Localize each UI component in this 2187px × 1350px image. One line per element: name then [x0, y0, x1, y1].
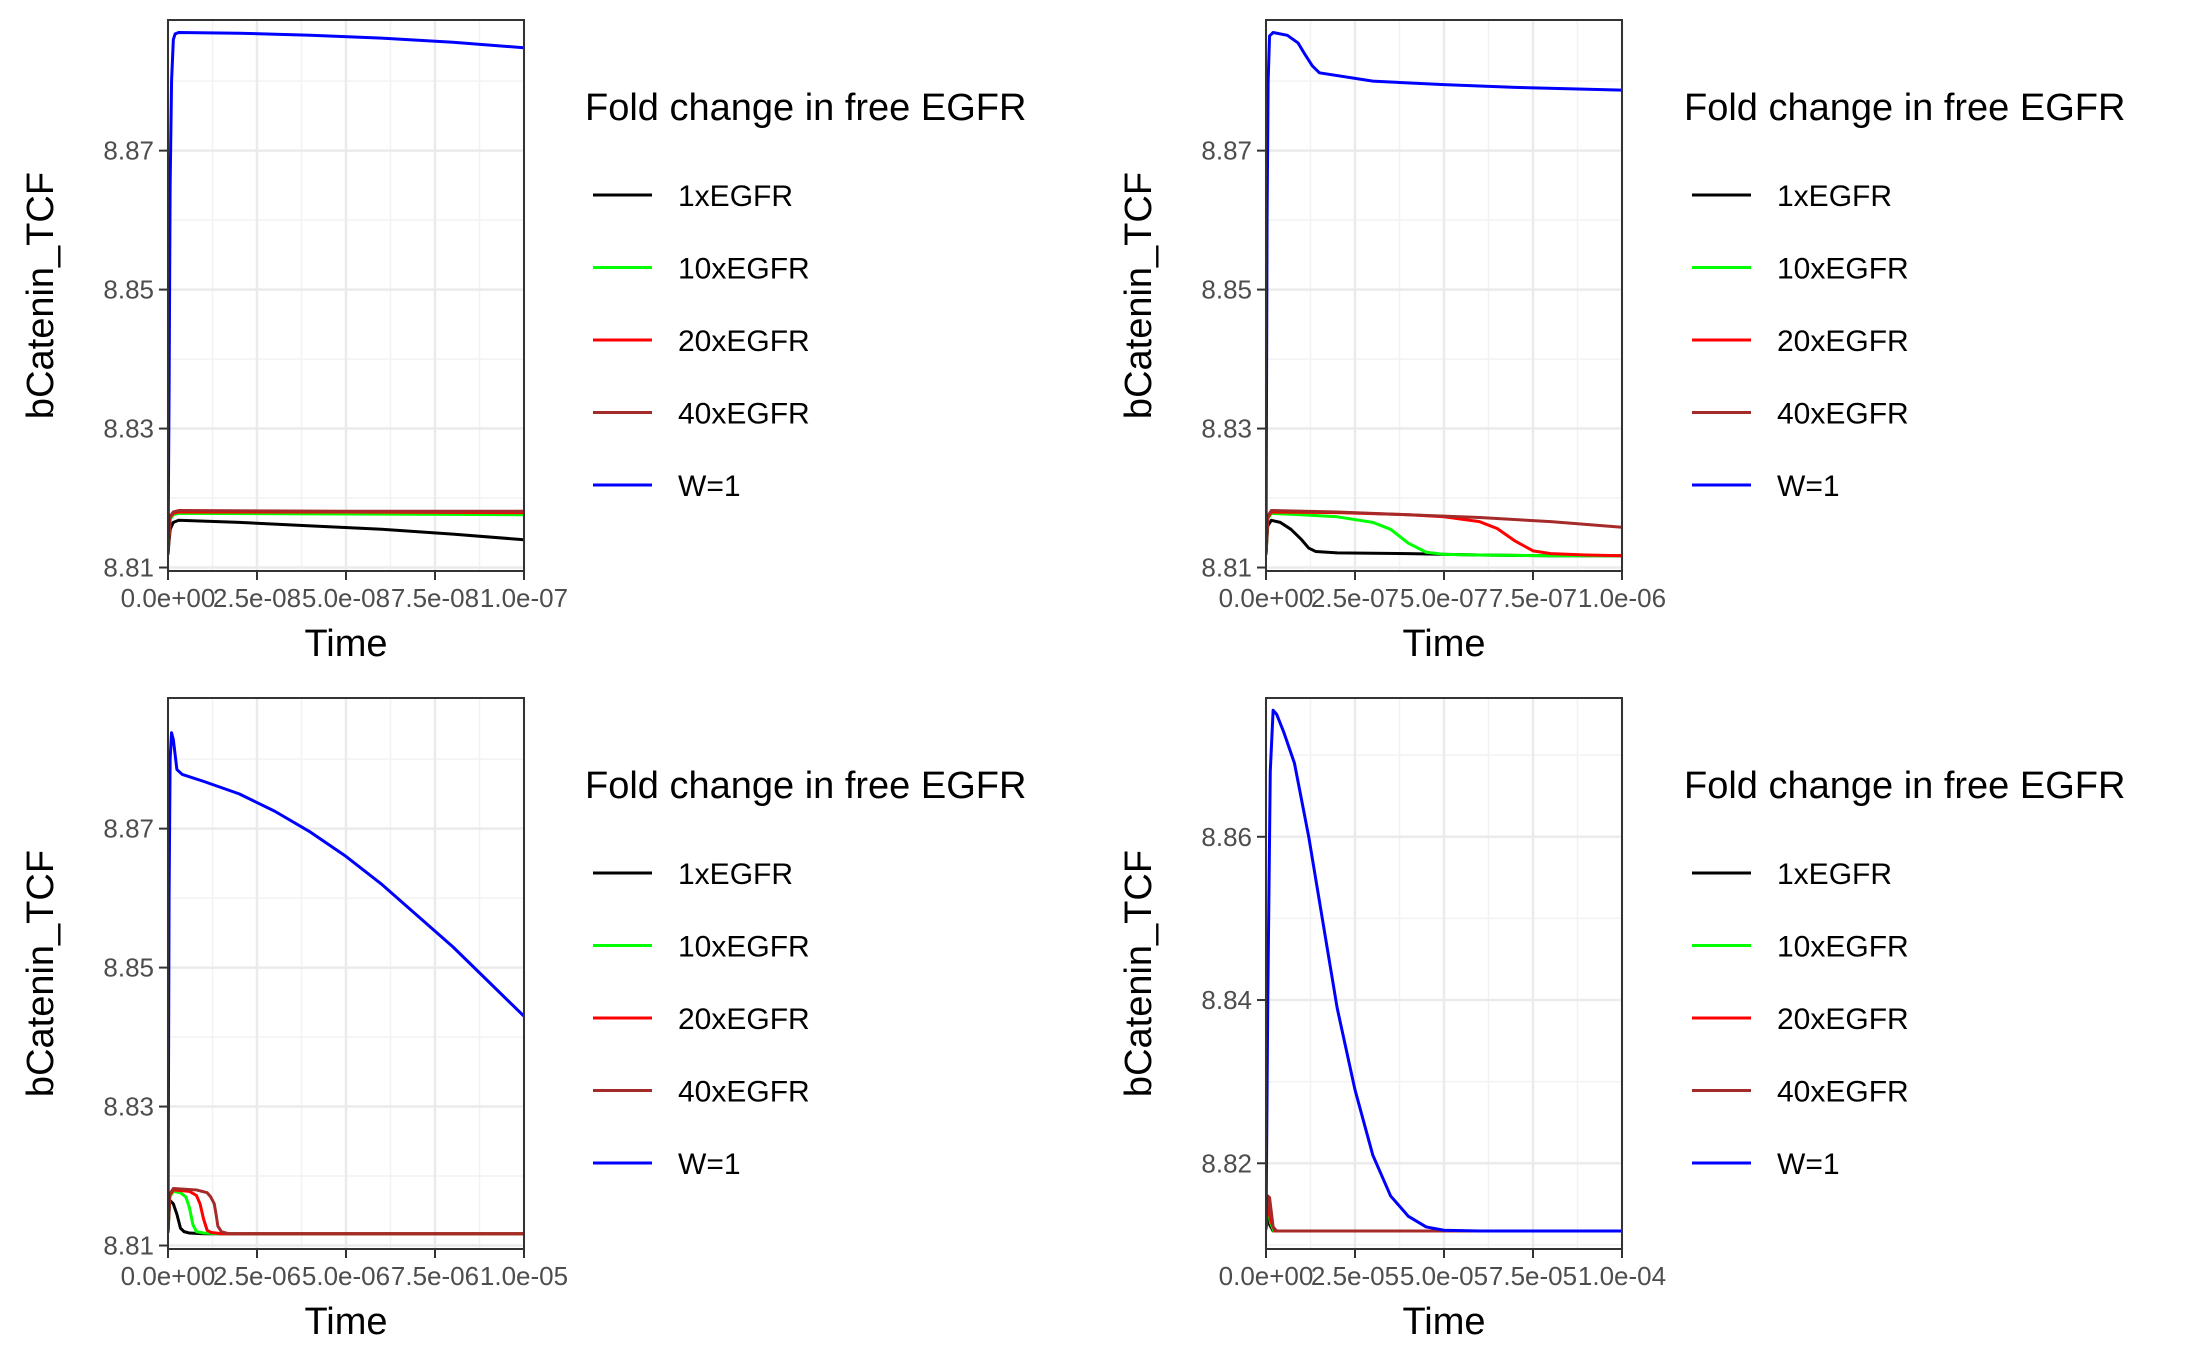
- y-tick-label: 8.85: [1201, 275, 1252, 305]
- x-tick-label: 1.0e-05: [480, 1261, 568, 1291]
- legend-label-1xEGFR: 1xEGFR: [1777, 858, 1892, 891]
- y-tick-label: 8.81: [103, 1231, 154, 1261]
- y-tick-label: 8.84: [1201, 985, 1252, 1015]
- y-axis-title: bCatenin_TCF: [20, 850, 62, 1097]
- x-tick-label: 1.0e-04: [1578, 1261, 1666, 1291]
- legend-label-20xEGFR: 20xEGFR: [678, 325, 810, 358]
- y-tick-label: 8.87: [1201, 136, 1252, 166]
- series-group: [1266, 31, 1622, 558]
- y-tick-label: 8.86: [1201, 822, 1252, 852]
- x-tick-label: 7.5e-05: [1489, 1261, 1577, 1291]
- legend-label-10xEGFR: 10xEGFR: [678, 253, 810, 286]
- y-tick-label: 8.87: [103, 136, 154, 166]
- legend: Fold change in free EGFR 1xEGFR 10xEGFR 20x…: [585, 87, 1026, 503]
- x-tick-label: 0.0e+00: [121, 583, 216, 613]
- x-tick-label: 0.0e+00: [1219, 583, 1314, 613]
- series-group: [1266, 708, 1622, 1233]
- y-tick-label: 8.83: [1201, 414, 1252, 444]
- x-tick-label: 2.5e-05: [1311, 1261, 1399, 1291]
- y-tick-label: 8.81: [103, 553, 154, 583]
- legend-label-40xEGFR: 40xEGFR: [1777, 1076, 1909, 1109]
- legend-title: Fold change in free EGFR: [1684, 87, 2125, 129]
- y-tick-label: 8.85: [103, 953, 154, 983]
- x-tick-label: 7.5e-08: [391, 583, 479, 613]
- legend-label-20xEGFR: 20xEGFR: [678, 1003, 810, 1036]
- series-line-W=1: [168, 731, 524, 1234]
- y-tick-label: 8.83: [103, 414, 154, 444]
- series-line-40xEGFR: [168, 509, 524, 556]
- chart-panel-3: 0.0e+002.5e-06 5.0e-06 7.5e-06 1.0e-05 8.81 8…: [20, 697, 1026, 1343]
- x-tick-label: 2.5e-07: [1311, 583, 1399, 613]
- legend-label-W=1: W=1: [678, 470, 741, 503]
- legend-label-40xEGFR: 40xEGFR: [678, 1076, 810, 1109]
- legend: Fold change in free EGFR 1xEGFR 10xEGFR 20x…: [1684, 87, 2125, 503]
- x-axis-title: Time: [304, 1301, 387, 1343]
- series-line-40xEGFR: [1266, 509, 1622, 556]
- legend-label-20xEGFR: 20xEGFR: [1777, 1003, 1909, 1036]
- legend: Fold change in free EGFR 1xEGFR 10xEGFR 20x…: [1684, 765, 2125, 1181]
- x-axis-title: Time: [1402, 623, 1485, 665]
- x-tick-label: 2.5e-08: [213, 583, 301, 613]
- x-tick-label: 5.0e-08: [302, 583, 390, 613]
- legend-label-40xEGFR: 40xEGFR: [678, 398, 810, 431]
- legend-label-1xEGFR: 1xEGFR: [678, 858, 793, 891]
- y-tick-label: 8.83: [103, 1092, 154, 1122]
- series-line-40xEGFR: [168, 1187, 524, 1236]
- legend-label-W=1: W=1: [678, 1148, 741, 1181]
- x-tick-label: 5.0e-06: [302, 1261, 390, 1291]
- series-line-W=1: [168, 31, 524, 556]
- series-line-1xEGFR: [168, 518, 524, 556]
- series-line-40xEGFR: [1266, 1194, 1622, 1233]
- x-axis-title: Time: [304, 623, 387, 665]
- x-tick-label: 5.0e-07: [1400, 583, 1488, 613]
- legend-label-10xEGFR: 10xEGFR: [1777, 253, 1909, 286]
- legend-label-20xEGFR: 20xEGFR: [1777, 325, 1909, 358]
- series-line-W=1: [1266, 31, 1622, 556]
- series-group: [168, 31, 524, 556]
- legend-title: Fold change in free EGFR: [585, 765, 1026, 807]
- legend-label-1xEGFR: 1xEGFR: [1777, 180, 1892, 213]
- series-group: [168, 731, 524, 1236]
- legend-label-W=1: W=1: [1777, 1148, 1840, 1181]
- x-tick-label: 0.0e+00: [121, 1261, 216, 1291]
- y-axis-title: bCatenin_TCF: [1118, 850, 1160, 1097]
- y-tick-label: 8.85: [103, 275, 154, 305]
- chart-panel-2: 0.0e+002.5e-07 5.0e-07 7.5e-07 1.0e-06 8.81 8…: [1118, 19, 2125, 665]
- legend: Fold change in free EGFR 1xEGFR 10xEGFR 20x…: [585, 765, 1026, 1181]
- chart-panel-4: 0.0e+002.5e-05 5.0e-05 7.5e-05 1.0e-04 8.82 8…: [1118, 697, 2125, 1343]
- legend-title: Fold change in free EGFR: [585, 87, 1026, 129]
- x-tick-label: 0.0e+00: [1219, 1261, 1314, 1291]
- series-line-W=1: [1266, 708, 1622, 1233]
- x-tick-label: 2.5e-06: [213, 1261, 301, 1291]
- y-tick-label: 8.82: [1201, 1148, 1252, 1178]
- x-tick-label: 5.0e-05: [1400, 1261, 1488, 1291]
- y-tick-label: 8.81: [1201, 553, 1252, 583]
- legend-label-W=1: W=1: [1777, 470, 1840, 503]
- x-tick-label: 1.0e-07: [480, 583, 568, 613]
- legend-label-1xEGFR: 1xEGFR: [678, 180, 793, 213]
- y-tick-label: 8.87: [103, 814, 154, 844]
- x-tick-label: 7.5e-07: [1489, 583, 1577, 613]
- x-tick-label: 1.0e-06: [1578, 583, 1666, 613]
- y-axis-title: bCatenin_TCF: [1118, 172, 1160, 419]
- legend-label-10xEGFR: 10xEGFR: [678, 931, 810, 964]
- y-axis-title: bCatenin_TCF: [20, 172, 62, 419]
- chart-panel-1: 0.0e+002.5e-08 5.0e-08 7.5e-08 1.0e-07 8.81 8…: [20, 19, 1026, 665]
- legend-title: Fold change in free EGFR: [1684, 765, 2125, 807]
- x-tick-label: 7.5e-06: [391, 1261, 479, 1291]
- legend-label-10xEGFR: 10xEGFR: [1777, 931, 1909, 964]
- x-axis-title: Time: [1402, 1301, 1485, 1343]
- legend-label-40xEGFR: 40xEGFR: [1777, 398, 1909, 431]
